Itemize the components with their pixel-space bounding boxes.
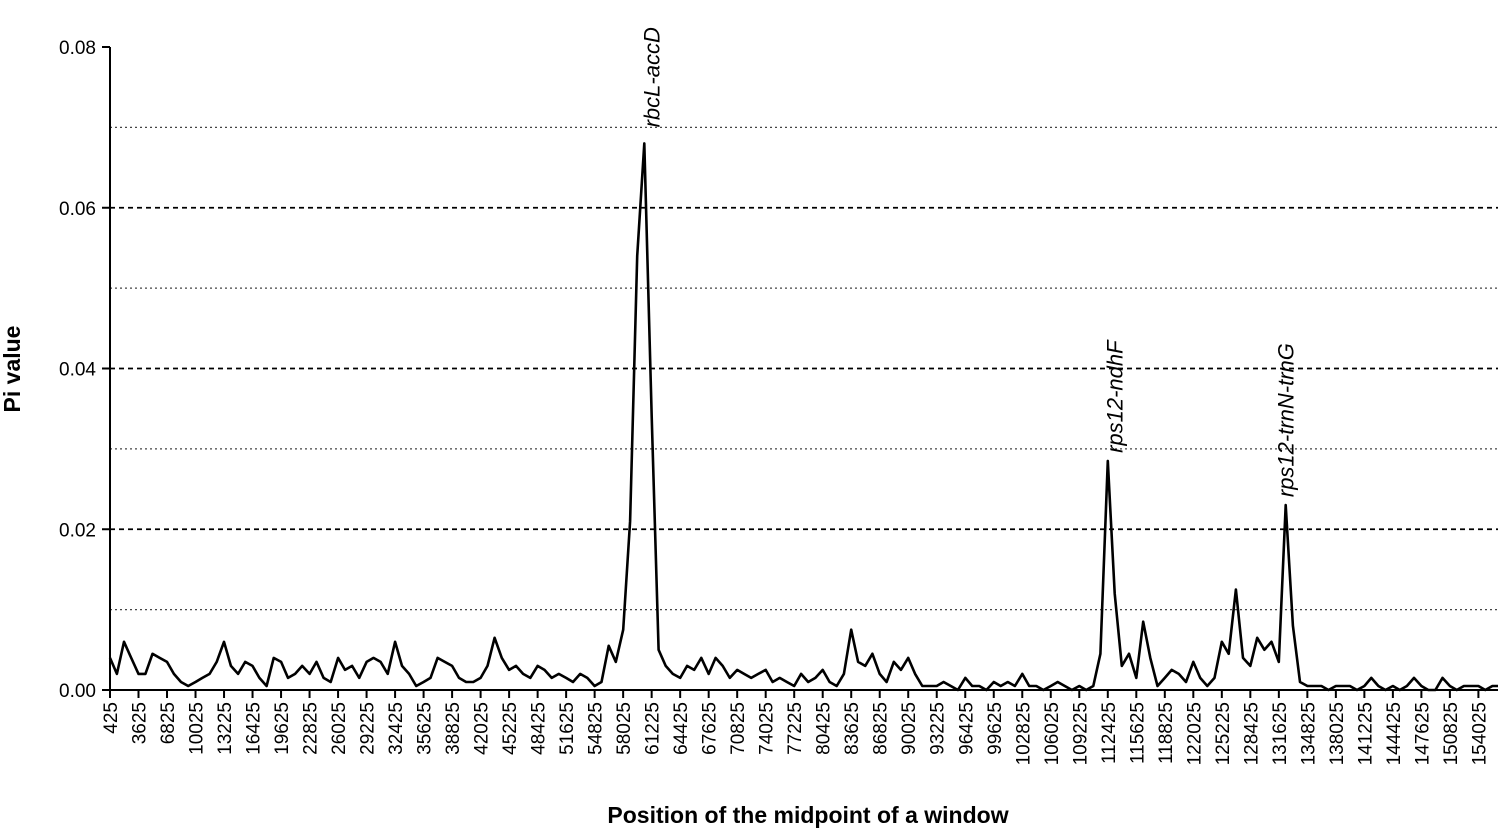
x-tick-label: 83625 <box>842 702 863 755</box>
x-tick-label: 3625 <box>130 702 151 744</box>
x-tick-label: 106025 <box>1042 702 1063 765</box>
y-tick-label: 0.02 <box>59 520 96 541</box>
x-axis-title: Position of the midpoint of a window <box>607 802 1008 828</box>
x-tick-label: 118825 <box>1156 702 1177 764</box>
x-tick-label: 22825 <box>301 702 322 755</box>
y-axis-title: Pi value <box>0 326 25 413</box>
pi-value-series-line <box>108 142 1498 692</box>
x-tick-label: 150825 <box>1441 702 1462 765</box>
x-tick-label: 26025 <box>329 702 350 755</box>
y-axis-ticks: 0.00 0.02 0.04 0.06 0.08 <box>59 38 110 702</box>
x-tick-label: 74025 <box>757 702 778 755</box>
x-tick-label: 80425 <box>814 702 835 755</box>
x-tick-label: 128425 <box>1241 702 1262 765</box>
x-tick-label: 144425 <box>1384 702 1405 765</box>
peak-annotation-label: rps12-trnN-trnG <box>1274 343 1299 497</box>
x-tick-label: 16425 <box>244 702 265 755</box>
x-tick-label: 29225 <box>358 702 379 755</box>
x-tick-label: 86825 <box>871 702 892 755</box>
x-tick-label: 45225 <box>500 702 521 755</box>
y-tick-label: 0.08 <box>59 38 96 59</box>
x-tick-label: 134825 <box>1298 702 1319 765</box>
x-tick-label: 131625 <box>1270 702 1291 765</box>
peak-annotations: rbcL-accD rps12-ndhF rps12-trnN-trnG <box>640 27 1299 497</box>
x-tick-label: 122025 <box>1184 702 1205 765</box>
y-tick-label: 0.04 <box>59 360 96 381</box>
y-tick-label: 0.00 <box>59 681 96 702</box>
peak-annotation-label: rps12-ndhF <box>1103 339 1128 453</box>
x-tick-label: 54825 <box>586 702 607 755</box>
x-tick-label: 58025 <box>614 702 635 755</box>
x-tick-label: 13225 <box>215 702 236 755</box>
x-tick-label: 6825 <box>158 702 179 744</box>
x-tick-label: 38825 <box>443 702 464 755</box>
x-tick-label: 125225 <box>1213 702 1234 765</box>
x-tick-label: 19625 <box>272 702 293 755</box>
x-tick-label: 35625 <box>415 702 436 755</box>
peak-annotation-label: rbcL-accD <box>640 27 665 127</box>
x-tick-label: 96425 <box>956 702 977 755</box>
x-tick-label: 10025 <box>187 702 208 755</box>
x-tick-label: 425 <box>101 702 122 734</box>
x-tick-label: 109225 <box>1070 702 1091 765</box>
x-tick-label: 141225 <box>1355 702 1376 765</box>
x-axis-ticks: 425 3625 6825 10025 13225 16425 19625 22825 2602… <box>101 690 1490 765</box>
x-tick-label: 90025 <box>899 702 920 755</box>
x-tick-label: 67625 <box>700 702 721 755</box>
x-tick-label: 99625 <box>985 702 1006 755</box>
x-tick-label: 154025 <box>1469 702 1490 765</box>
x-tick-label: 102825 <box>1013 702 1034 765</box>
x-tick-label: 42025 <box>472 702 493 755</box>
x-tick-label: 138025 <box>1327 702 1348 765</box>
x-tick-label: 32425 <box>386 702 407 755</box>
x-tick-label: 93225 <box>928 702 949 755</box>
x-tick-label: 61225 <box>643 702 664 755</box>
x-tick-label: 64425 <box>671 702 692 755</box>
x-tick-label: 112425 <box>1099 702 1120 764</box>
x-tick-label: 147625 <box>1412 702 1433 765</box>
y-tick-label: 0.06 <box>59 199 96 220</box>
x-tick-label: 51625 <box>557 702 578 755</box>
x-tick-label: 77225 <box>785 702 806 755</box>
x-tick-label: 48425 <box>529 702 550 755</box>
x-tick-label: 115625 <box>1127 702 1148 764</box>
gridlines <box>110 126 1498 611</box>
x-tick-label: 70825 <box>728 702 749 755</box>
